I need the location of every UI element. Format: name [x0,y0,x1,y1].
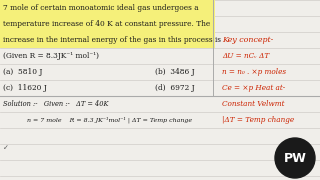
Text: ✓: ✓ [3,145,9,151]
Text: Constant Velwmt: Constant Velwmt [222,100,284,108]
Text: temperature increase of 40 K at constant pressure. The: temperature increase of 40 K at constant… [3,20,210,28]
Text: Key concept-: Key concept- [222,36,273,44]
Text: Ce = ×p Heat at-: Ce = ×p Heat at- [222,84,285,92]
Text: (d)  6972 J: (d) 6972 J [155,84,195,92]
Text: (a)  5810 J: (a) 5810 J [3,68,42,76]
Text: n = n₀ . ×p moles: n = n₀ . ×p moles [222,68,286,76]
Text: Solution :-   Given :-   ΔT = 40K: Solution :- Given :- ΔT = 40K [3,100,108,108]
Text: (b)  3486 J: (b) 3486 J [155,68,195,76]
Text: (Given R = 8.3JK⁻¹ mol⁻¹): (Given R = 8.3JK⁻¹ mol⁻¹) [3,52,99,60]
Text: n = 7 mole    R = 8.3 JK⁻¹mol⁻¹ | ΔT = Temp change: n = 7 mole R = 8.3 JK⁻¹mol⁻¹ | ΔT = Temp… [11,117,192,123]
Text: 7 mole of certain monoatomic ideal gas undergoes a: 7 mole of certain monoatomic ideal gas u… [3,4,199,12]
Text: increase in the internal energy of the gas in this process is: increase in the internal energy of the g… [3,36,221,44]
Bar [0,16,215,32]
Bar [0,32,215,48]
Circle shape [275,138,315,178]
Text: |ΔT = Temp change: |ΔT = Temp change [222,116,294,124]
Text: (c)  11620 J: (c) 11620 J [3,84,47,92]
Bar [0,0,215,16]
Text: ΔU = nCᵥ ΔT: ΔU = nCᵥ ΔT [222,52,269,60]
Text: PW: PW [284,152,307,165]
